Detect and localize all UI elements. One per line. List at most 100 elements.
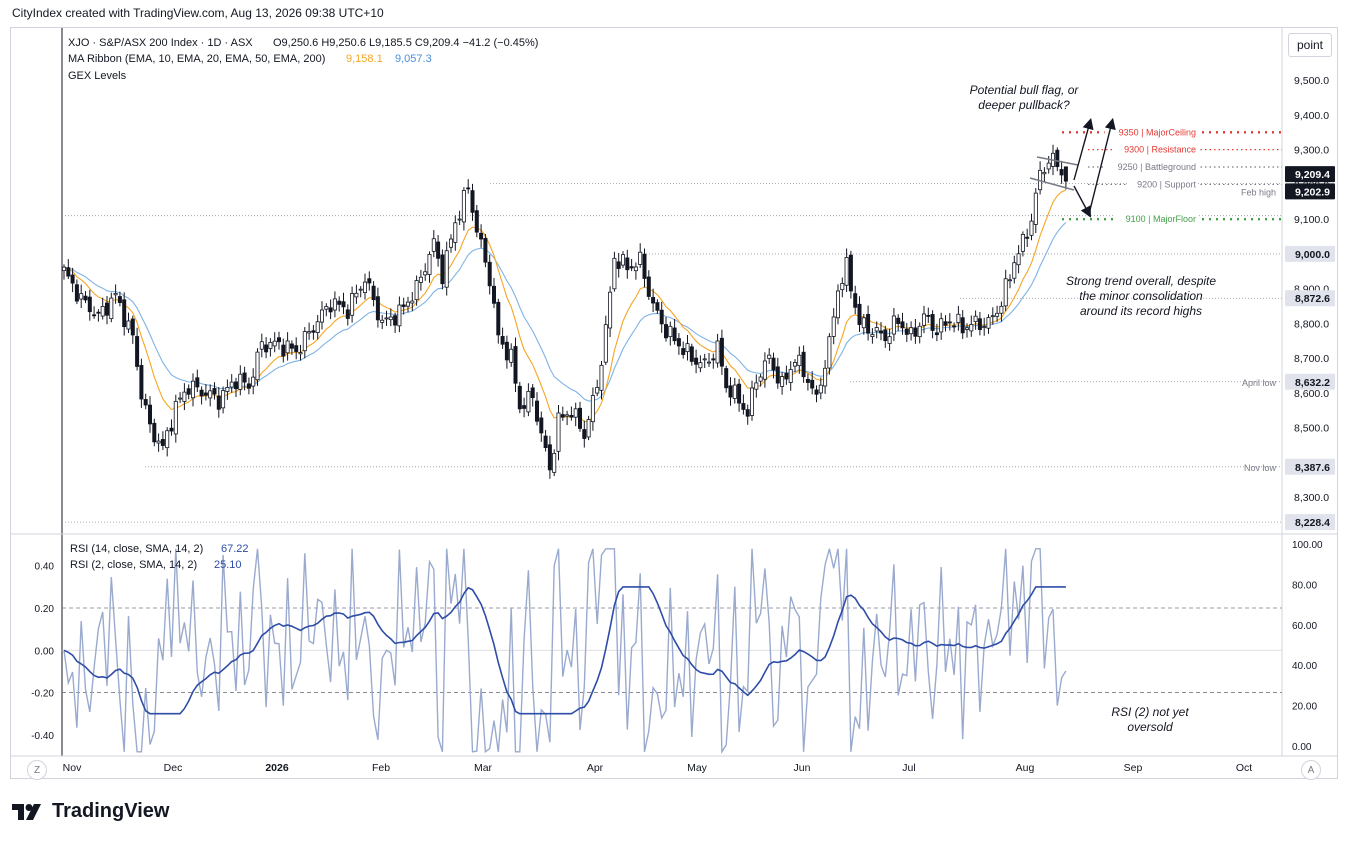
candle-body [668, 325, 673, 338]
candle-body [590, 395, 595, 423]
time-tick-label: Jul [902, 762, 915, 774]
candle-body [453, 222, 458, 243]
legend: XJO · S&P/ASX 200 Index · 1D · ASX O9,250… [68, 37, 538, 571]
candle-body [844, 257, 849, 286]
candle-body [96, 311, 101, 314]
price-tick-label: 8,800.0 [1294, 318, 1329, 330]
candle-body [990, 315, 995, 318]
candle-body [917, 325, 922, 338]
price-tick-label: 9,400.0 [1294, 110, 1329, 122]
candle-body [436, 241, 441, 259]
candle-body [1059, 169, 1064, 176]
arrow-down [1073, 185, 1091, 218]
time-tick-label: Sep [1124, 762, 1143, 774]
candle-body [62, 266, 67, 272]
time-axis: Nov Dec 2026 Feb Mar Apr May Jun Jul Aug Sep Oct [63, 762, 1253, 774]
candle-body [655, 302, 660, 311]
price-label-bg [1285, 245, 1335, 262]
candle-body [741, 403, 746, 410]
candle-body [169, 427, 174, 432]
time-tick-label: Jun [794, 762, 811, 774]
reference-label: April low [1242, 378, 1277, 388]
candle-body [879, 330, 884, 334]
candle-body [117, 296, 122, 303]
gex-label-bg [1113, 143, 1198, 155]
candle-body [762, 360, 767, 380]
candle-body [190, 380, 195, 399]
price-label-bg [1285, 290, 1335, 307]
candle-body [883, 329, 888, 342]
candle-body [367, 278, 372, 284]
price-tick-label: 8,700.0 [1294, 353, 1329, 365]
zoom-reset-button[interactable]: Z [27, 760, 47, 780]
candle-body [891, 315, 896, 335]
brand-name: TradingView [52, 800, 170, 822]
candle-body [130, 318, 135, 336]
candle-body [79, 293, 84, 300]
candle-body [487, 261, 492, 287]
candle-body [1042, 171, 1047, 175]
tradingview-logo-icon [12, 803, 41, 820]
candle-body [805, 378, 810, 383]
candle-body [836, 290, 841, 319]
candle-body [939, 318, 944, 333]
candle-body [672, 327, 677, 342]
time-tick-label: Aug [1016, 762, 1035, 774]
price-tick-label: 8,500.0 [1294, 423, 1329, 435]
candle-body [221, 390, 226, 409]
candle-body [401, 304, 406, 307]
candle-body [186, 388, 191, 395]
legend-ma-val1: 9,158.1 [346, 53, 383, 65]
candle-body [633, 266, 638, 272]
candle-body [74, 284, 79, 302]
candle-body [904, 328, 909, 335]
candle-body [393, 315, 398, 326]
candle-body [857, 303, 862, 325]
rsi-left-tick: 0.00 [35, 646, 55, 657]
candle-body [302, 331, 307, 352]
candle-body [685, 343, 690, 353]
candle-body [543, 435, 548, 448]
price-label-bg [1285, 166, 1335, 183]
candle-body [793, 362, 798, 367]
time-tick-label: Feb [372, 762, 390, 774]
candle-body [565, 414, 570, 417]
candle-body [182, 391, 187, 402]
candle-body [233, 381, 238, 390]
candle-body [866, 313, 871, 334]
candle-body [874, 327, 879, 332]
candle-body [178, 397, 183, 400]
candle-body [251, 376, 256, 387]
candle-body [1025, 236, 1030, 239]
ema-ribbon [63, 189, 1067, 423]
candle-body [135, 336, 140, 367]
price-tick-label: 9,100.0 [1294, 214, 1329, 226]
scale-mode-button[interactable]: point [1288, 33, 1332, 57]
auto-scale-button[interactable]: A [1301, 760, 1321, 780]
candle-body [797, 354, 802, 367]
candle-body [732, 384, 737, 399]
candle-body [715, 340, 720, 364]
candle-body [702, 358, 707, 361]
candle-body [504, 341, 509, 361]
candle-body [384, 317, 389, 320]
candle-body [771, 357, 776, 371]
legend-ma: MA Ribbon (EMA, 10, EMA, 20, EMA, 50, EM… [68, 53, 325, 65]
candle-body [711, 358, 716, 361]
candle-body [603, 324, 608, 363]
candle-body [573, 408, 578, 418]
candle-body [724, 368, 729, 389]
candle-body [870, 334, 875, 338]
candle-body [947, 321, 952, 324]
candle-body [500, 336, 505, 345]
price-label-bg [1285, 183, 1335, 200]
candle-body [539, 417, 544, 434]
candle-body [960, 317, 965, 334]
candle-body [814, 389, 819, 395]
legend-rsi2-val: 25.10 [214, 559, 242, 571]
trend-note: the minor consolidation [1079, 289, 1203, 303]
arrow-up-long [1088, 117, 1116, 215]
candle-body [900, 321, 905, 329]
price-label: 8,632.2 [1295, 377, 1330, 389]
